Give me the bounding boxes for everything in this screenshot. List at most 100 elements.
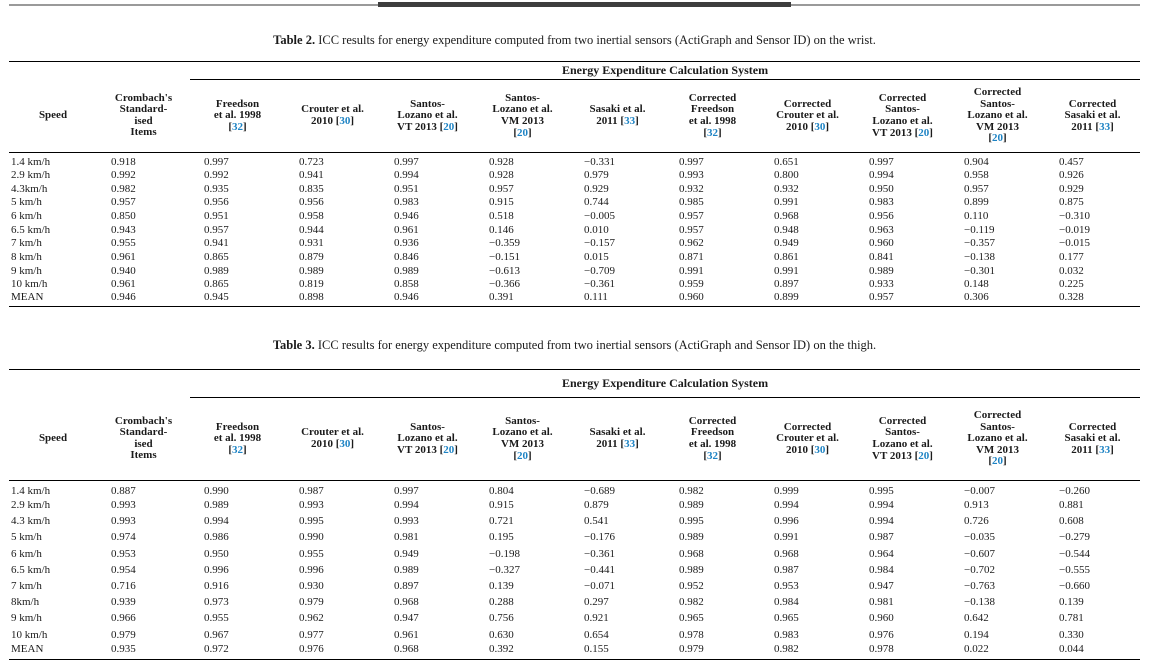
- table-cell: 0.946: [111, 291, 136, 304]
- table-cell: 0.541: [584, 515, 609, 528]
- table-cell: 0.965: [679, 612, 704, 625]
- table-cell: 0.929: [1059, 182, 1084, 195]
- table-row: MEAN 0.946 0.945 0.898 0.946 0.391 0.111 0.960 0…: [9, 291, 1140, 307]
- table-row: 5 km/h 0.974 0.986 0.990 0.981 0.195 −0.176 0.9…: [9, 529, 1140, 545]
- citation-link[interactable]: 20: [443, 443, 455, 456]
- citation-link[interactable]: 20: [992, 455, 1003, 468]
- table-cell: 0.947: [869, 580, 894, 593]
- column-header: Crombach's Standard-ised Items: [97, 397, 190, 481]
- table-cell: 0.957: [111, 196, 136, 209]
- citation-link[interactable]: 20: [992, 132, 1003, 145]
- citation-link[interactable]: 33: [624, 438, 636, 450]
- table-cell: 0.721: [489, 515, 514, 528]
- table-cell: 0.992: [111, 168, 136, 181]
- table-cell: 0.110: [964, 209, 989, 222]
- table-cell: 0.194: [964, 628, 989, 641]
- table-cell: −0.071: [584, 580, 615, 593]
- table-cell: 0.990: [204, 485, 229, 497]
- span-header: Energy Expenditure Calculation System: [190, 61, 1141, 80]
- citation-link[interactable]: 30: [339, 438, 351, 450]
- table-cell: 0.328: [1059, 291, 1084, 304]
- table-cell: 0.950: [869, 182, 894, 195]
- row-label: 1.4 km/h: [11, 156, 51, 168]
- column-header: Corrected Crouter et al. 2010 [30]: [760, 397, 855, 481]
- citation-link[interactable]: 20: [517, 126, 528, 139]
- table-cell: 0.297: [584, 596, 609, 609]
- citation-link[interactable]: 20: [443, 120, 455, 133]
- citation-link[interactable]: 33: [1099, 120, 1111, 133]
- table-cell: 0.994: [869, 499, 894, 512]
- table-cell: −0.327: [489, 563, 520, 576]
- row-label: 6 km/h: [11, 209, 42, 222]
- table-cell: 0.951: [394, 182, 419, 195]
- table-cell: 0.897: [394, 580, 419, 593]
- table-cell: 0.994: [774, 499, 799, 512]
- table-cell: 0.955: [111, 237, 136, 250]
- citation-link[interactable]: 20: [918, 126, 930, 139]
- table-cell: 0.982: [679, 485, 704, 497]
- row-label: 4.3km/h: [11, 182, 48, 195]
- table-cell: 0.994: [869, 515, 894, 528]
- table-cell: 0.991: [774, 196, 799, 209]
- table-2-caption: Table 2. ICC results for energy expendit…: [0, 33, 1149, 47]
- table-cell: 0.961: [111, 278, 136, 291]
- table-cell: 0.987: [299, 485, 324, 497]
- table-cell: 0.994: [394, 499, 419, 512]
- row-label: 2.9 km/h: [11, 499, 51, 512]
- table-cell: 0.977: [299, 628, 324, 641]
- table-cell: 0.951: [204, 209, 229, 222]
- citation-link[interactable]: 32: [707, 449, 718, 462]
- table-cell: 0.139: [1059, 596, 1084, 609]
- column-header: Santos- Lozano et al. VT 2013 [20]: [380, 397, 475, 481]
- table-cell: 0.871: [679, 250, 704, 263]
- column-header: Freedson et al. 1998 [32]: [190, 79, 285, 153]
- table-cell: −0.607: [964, 547, 995, 560]
- table-cell: −0.310: [1059, 209, 1090, 222]
- citation-link[interactable]: 30: [814, 120, 826, 133]
- citation-link[interactable]: 20: [918, 449, 930, 462]
- table-cell: −0.019: [1059, 223, 1090, 236]
- table-cell: 0.943: [111, 223, 136, 236]
- table-cell: 0.875: [1059, 196, 1084, 209]
- table-cell: 0.981: [869, 596, 894, 609]
- table-row: 10 km/h 0.961 0.865 0.819 0.858 −0.366 −0.361 0…: [9, 278, 1140, 292]
- table-3-header: Energy Expenditure Calculation System Spe…: [9, 369, 1141, 481]
- citation-link[interactable]: 33: [1099, 443, 1111, 456]
- table-cell: 0.964: [869, 547, 894, 560]
- table-cell: 0.957: [679, 223, 704, 236]
- table-row: 4.3 km/h 0.993 0.994 0.995 0.993 0.721 0.541 0.…: [9, 513, 1140, 529]
- table-row: 6.5 km/h 0.954 0.996 0.996 0.989 −0.327 −0.441…: [9, 562, 1140, 578]
- table-row: 8 km/h 0.961 0.865 0.879 0.846 −0.151 0.015 0.8…: [9, 250, 1140, 264]
- table-row: 2.9 km/h 0.992 0.992 0.941 0.994 0.928 0.979 0.…: [9, 168, 1140, 182]
- table-cell: 0.993: [394, 515, 419, 528]
- table-cell: 0.913: [964, 499, 989, 512]
- table-cell: 0.958: [299, 209, 324, 222]
- table-cell: 0.015: [584, 250, 609, 263]
- table-row: 1.4 km/h 0.918 0.997 0.723 0.997 0.928 −0.331 0…: [9, 153, 1140, 168]
- table-row: 1.4 km/h 0.887 0.990 0.987 0.997 0.804 −0.689 0…: [9, 481, 1140, 497]
- table-cell: 0.982: [111, 182, 136, 195]
- citation-link[interactable]: 20: [517, 449, 528, 462]
- citation-link[interactable]: 30: [814, 443, 826, 456]
- table-cell: 0.991: [774, 264, 799, 277]
- citation-link[interactable]: 32: [232, 443, 243, 456]
- page-top-divider-dark-segment: [378, 2, 791, 7]
- table-cell: 0.881: [1059, 499, 1084, 512]
- table-cell: 0.898: [299, 291, 324, 304]
- table-cell: 0.984: [774, 596, 799, 609]
- citation-link[interactable]: 32: [707, 126, 718, 139]
- row-label: 7 km/h: [11, 237, 42, 250]
- column-header: Crouter et al. 2010 [30]: [285, 79, 380, 153]
- table-cell: 0.979: [111, 628, 136, 641]
- table-cell: 0.968: [774, 547, 799, 560]
- table-cell: 0.992: [204, 168, 229, 181]
- citation-link[interactable]: 33: [624, 115, 636, 127]
- citation-link[interactable]: 30: [339, 115, 351, 127]
- table-cell: 0.974: [111, 531, 136, 544]
- table-cell: 0.879: [299, 250, 324, 263]
- table-cell: 0.968: [774, 209, 799, 222]
- table-cell: 0.952: [679, 580, 704, 593]
- table-cell: 0.957: [204, 223, 229, 236]
- table-cell: 0.945: [204, 291, 229, 304]
- citation-link[interactable]: 32: [232, 120, 243, 133]
